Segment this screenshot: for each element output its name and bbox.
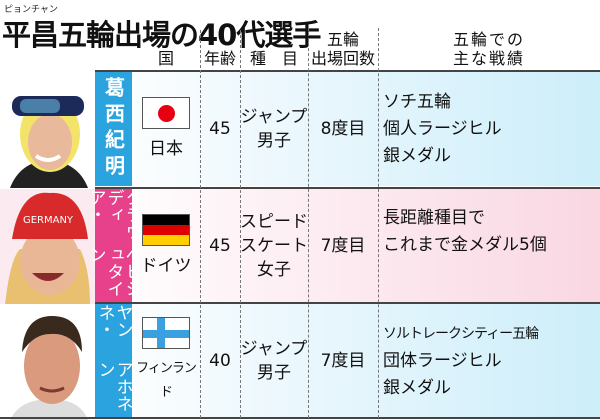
count-cell: 7度目 (320, 236, 366, 256)
age-cell: 40 (209, 351, 231, 371)
athlete-name-line: ペヒシュタイン (85, 246, 142, 297)
table-row: クラウディア・ ペヒシュタイン ドイツ 45 スピードスケート女子 7度目 長距離… (86, 187, 600, 303)
result-line: 長距離種目で (383, 208, 485, 228)
athlete-name-line: クラウディア・ (85, 189, 142, 240)
country-name: フィンランド (136, 361, 197, 400)
header-event-label: 種 目 (249, 49, 298, 68)
result-line: 銀メダル (383, 377, 451, 398)
event-line: 男子 (257, 363, 291, 383)
table-bottom-border (0, 417, 600, 419)
header-event: 種 目 (240, 28, 308, 70)
event-cell: スピードスケート女子 (240, 189, 308, 303)
country-name: 日本 (149, 139, 183, 159)
age-cell: 45 (209, 119, 231, 139)
athlete-name-line: ヤンネ・ (94, 304, 133, 338)
country-cell: ドイツ (132, 189, 200, 303)
event-line: スケート (240, 236, 308, 256)
event-line: 女子 (257, 260, 291, 280)
result-line: 銀メダル (383, 145, 451, 166)
results-cell: ソチ五輪個人ラージヒル 銀メダル (383, 72, 502, 186)
header-age-label: 年齢 (203, 49, 236, 68)
header-count-line2: 出場回数 (310, 49, 375, 68)
athlete-photo (0, 72, 95, 188)
divider (378, 28, 379, 418)
page-title: 平昌五輪出場の40代選手 (2, 18, 321, 52)
count-cell: 8度目 (320, 119, 366, 139)
divider (240, 30, 241, 418)
header-count: 五輪 出場回数 (308, 28, 378, 70)
event-line: 男子 (257, 131, 291, 151)
athlete-name: クラウディア・ ペヒシュタイン (86, 189, 142, 303)
divider (308, 28, 309, 418)
header-results-line2: 主な戦績 (452, 49, 525, 68)
age-cell: 45 (209, 236, 231, 256)
count-cell: 7度目 (320, 351, 366, 371)
event-cell: ジャンプ 男子 (240, 304, 308, 418)
athlete-name: ヤンネ・ アホネン (94, 304, 133, 418)
result-line: ソチ五輪 (383, 91, 451, 112)
header-country: 国 (132, 28, 200, 70)
athlete-photo (0, 304, 95, 420)
athlete-name: 葛西紀明 (95, 72, 132, 186)
result-line: ソルトレークシティー五輪 (383, 325, 539, 342)
japan-flag-icon (142, 97, 190, 129)
table-row: 葛西紀明 日本 45 ジャンプ男子 8度目 ソチ五輪個人ラージヒル 銀メダル (95, 70, 600, 186)
header-results: 五輪での 主な戦績 (378, 28, 600, 70)
event-line: スピード (240, 212, 308, 232)
country-cell: フィンランド (132, 304, 200, 418)
country-cell: 日本 (132, 72, 200, 186)
results-cell: ソルトレークシティー五輪団体ラージヒル 銀メダル (383, 304, 539, 418)
result-line: 団体ラージヒル (383, 350, 502, 371)
result-line: これまで金メダル5個 (383, 235, 547, 255)
header-age: 年齢 (200, 28, 240, 70)
germany-flag-icon (142, 214, 190, 246)
athlete-photo: GERMANY (0, 189, 95, 305)
athlete-name-line: 葛西紀明 (101, 77, 126, 181)
event-cell: ジャンプ 男子 (240, 72, 308, 186)
svg-text:GERMANY: GERMANY (23, 215, 74, 226)
athlete-name-line: アホネン (94, 361, 133, 412)
header-count-line1: 五輪 (326, 30, 359, 49)
results-cell: 長距離種目でこれまで金メダル5個 (383, 175, 547, 289)
event-line: ジャンプ (240, 107, 308, 127)
table-row: ヤンネ・アホネン フィンランド 40 ジャンプ男子 7度目 ソルトレークシティー… (95, 302, 600, 418)
header-country-label: 国 (157, 49, 174, 68)
title-ruby: ピョンチャン (4, 5, 58, 15)
finland-flag-icon (142, 317, 190, 349)
result-line: 個人ラージヒル (383, 118, 502, 139)
country-name: ドイツ (140, 256, 192, 276)
divider (200, 30, 201, 418)
header-results-line1: 五輪での (452, 30, 525, 49)
event-line: ジャンプ (240, 339, 308, 359)
